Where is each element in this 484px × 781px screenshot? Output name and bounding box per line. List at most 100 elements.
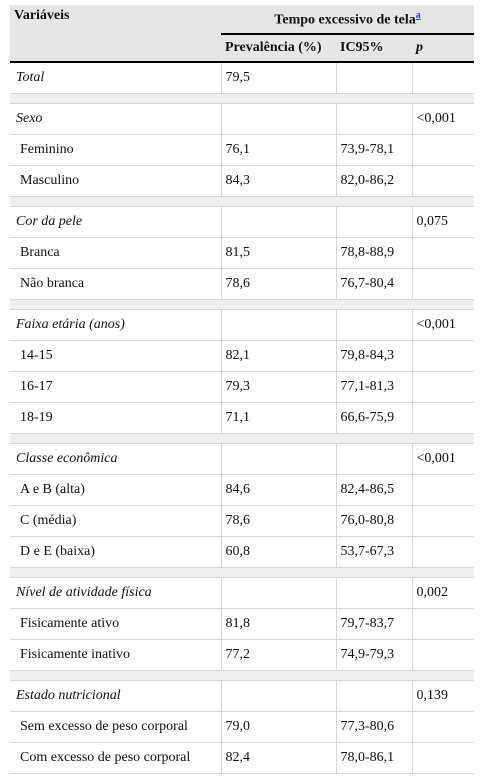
- header-variaveis: Variáveis: [10, 5, 221, 34]
- table-row: Fisicamente ativo 81,8 79,7-83,7: [10, 608, 475, 640]
- row-label-cell: D e E (baixa): [10, 536, 222, 568]
- ci95-cell: [336, 577, 413, 609]
- ci95-cell: 76,7-80,4: [336, 268, 413, 300]
- table-row: Branca 81,5 78,8-88,9: [10, 237, 475, 269]
- p-value-cell: 0,002: [412, 577, 475, 609]
- spacer-cell: [10, 93, 475, 104]
- results-table: Variáveis Tempo excessivo de telaa Preva…: [10, 5, 475, 774]
- p-value-cell: [412, 742, 475, 774]
- p-value-cell: [412, 371, 475, 403]
- p-value-cell: [412, 608, 475, 640]
- spacer-cell: [10, 299, 475, 310]
- category-row: Nível de atividade física 0,002: [10, 577, 475, 609]
- prevalence-cell: [221, 443, 337, 475]
- ci95-cell: 77,3-80,6: [336, 711, 413, 743]
- p-value-cell: [412, 505, 475, 537]
- prevalence-cell: 77,2: [221, 639, 337, 671]
- prevalence-cell: [221, 577, 337, 609]
- header-p-value: p: [412, 34, 475, 63]
- prevalence-cell: [221, 206, 337, 238]
- table-row: 14-15 82,1 79,8-84,3: [10, 340, 475, 372]
- ci95-cell: 77,1-81,3: [336, 371, 413, 403]
- ci95-cell: [336, 309, 413, 341]
- category-row: Total 79,5: [10, 62, 475, 94]
- row-label-cell: Nível de atividade física: [10, 577, 222, 609]
- header-group-title: Tempo excessivo de tela: [274, 12, 416, 28]
- row-label-cell: Com excesso de peso corporal: [10, 742, 222, 774]
- table-row: Fisicamente inativo 77,2 74,9-79,3: [10, 639, 475, 671]
- prevalence-cell: 82,4: [221, 742, 337, 774]
- p-value-cell: [412, 474, 475, 506]
- row-label-cell: Não branca: [10, 268, 222, 300]
- prevalence-cell: 78,6: [221, 505, 337, 537]
- group-spacer-row: [10, 433, 475, 444]
- table-body: Total 79,5 Sexo <0,001 Feminino 76,1 73,9-78,1…: [10, 62, 475, 774]
- row-label-cell: Masculino: [10, 165, 222, 197]
- category-row: Classe econômica <0,001: [10, 443, 475, 475]
- ci95-cell: 78,0-86,1: [336, 742, 413, 774]
- prevalence-cell: 78,6: [221, 268, 337, 300]
- category-row: Sexo <0,001: [10, 103, 475, 135]
- p-value-cell: [412, 134, 475, 166]
- row-label-cell: Cor da pele: [10, 206, 222, 238]
- prevalence-cell: 76,1: [221, 134, 337, 166]
- group-spacer-row: [10, 670, 475, 681]
- header-group: Tempo excessivo de telaa: [221, 5, 475, 35]
- group-spacer-row: [10, 567, 475, 578]
- p-value-cell: <0,001: [412, 443, 475, 475]
- row-label-cell: Faixa etária (anos): [10, 309, 222, 341]
- p-value-cell: 0,139: [412, 680, 475, 712]
- table-row: A e B (alta) 84,6 82,4-86,5: [10, 474, 475, 506]
- footnote-link[interactable]: a: [415, 10, 421, 21]
- row-label-cell: Branca: [10, 237, 222, 269]
- row-label-cell: Total: [10, 62, 222, 94]
- table-row: Masculino 84,3 82,0-86,2: [10, 165, 475, 197]
- p-value-cell: [412, 340, 475, 372]
- ci95-cell: 82,4-86,5: [336, 474, 413, 506]
- ci95-cell: [336, 62, 413, 94]
- ci95-cell: [336, 680, 413, 712]
- prevalence-cell: 71,1: [221, 402, 337, 434]
- footnote-marker: a: [416, 8, 421, 21]
- table-row: 16-17 79,3 77,1-81,3: [10, 371, 475, 403]
- row-label-cell: Estado nutricional: [10, 680, 222, 712]
- prevalence-cell: 79,5: [221, 62, 337, 94]
- p-value-cell: <0,001: [412, 309, 475, 341]
- prevalence-cell: 81,5: [221, 237, 337, 269]
- table-row: Com excesso de peso corporal 82,4 78,0-86,…: [10, 742, 475, 774]
- p-value-cell: [412, 165, 475, 197]
- header-ic95: IC95%: [336, 34, 412, 63]
- ci95-cell: [336, 443, 413, 475]
- prevalence-cell: 79,0: [221, 711, 337, 743]
- prevalence-cell: 79,3: [221, 371, 337, 403]
- ci95-cell: [336, 103, 413, 135]
- spacer-cell: [10, 567, 475, 578]
- ci95-cell: 82,0-86,2: [336, 165, 413, 197]
- category-row: Estado nutricional 0,139: [10, 680, 475, 712]
- row-label-cell: 14-15: [10, 340, 222, 372]
- p-value-cell: [412, 536, 475, 568]
- p-value-cell: [412, 62, 475, 94]
- row-label-cell: Sem excesso de peso corporal: [10, 711, 222, 743]
- ci95-cell: 79,7-83,7: [336, 608, 413, 640]
- row-label-cell: A e B (alta): [10, 474, 222, 506]
- ci95-cell: [336, 206, 413, 238]
- p-value-cell: 0,075: [412, 206, 475, 238]
- spacer-cell: [10, 433, 475, 444]
- ci95-cell: 53,7-67,3: [336, 536, 413, 568]
- row-label-cell: Fisicamente ativo: [10, 608, 222, 640]
- row-label-cell: Classe econômica: [10, 443, 222, 475]
- row-label-cell: 16-17: [10, 371, 222, 403]
- group-spacer-row: [10, 196, 475, 207]
- group-spacer-row: [10, 299, 475, 310]
- p-value-cell: <0,001: [412, 103, 475, 135]
- ci95-cell: 66,6-75,9: [336, 402, 413, 434]
- row-label-cell: C (média): [10, 505, 222, 537]
- ci95-cell: 78,8-88,9: [336, 237, 413, 269]
- prevalence-cell: 84,3: [221, 165, 337, 197]
- category-row: Faixa etária (anos) <0,001: [10, 309, 475, 341]
- table-row: C (média) 78,6 76,0-80,8: [10, 505, 475, 537]
- spacer-cell: [10, 196, 475, 207]
- group-spacer-row: [10, 93, 475, 104]
- results-table-container: Variáveis Tempo excessivo de telaa Preva…: [10, 5, 475, 774]
